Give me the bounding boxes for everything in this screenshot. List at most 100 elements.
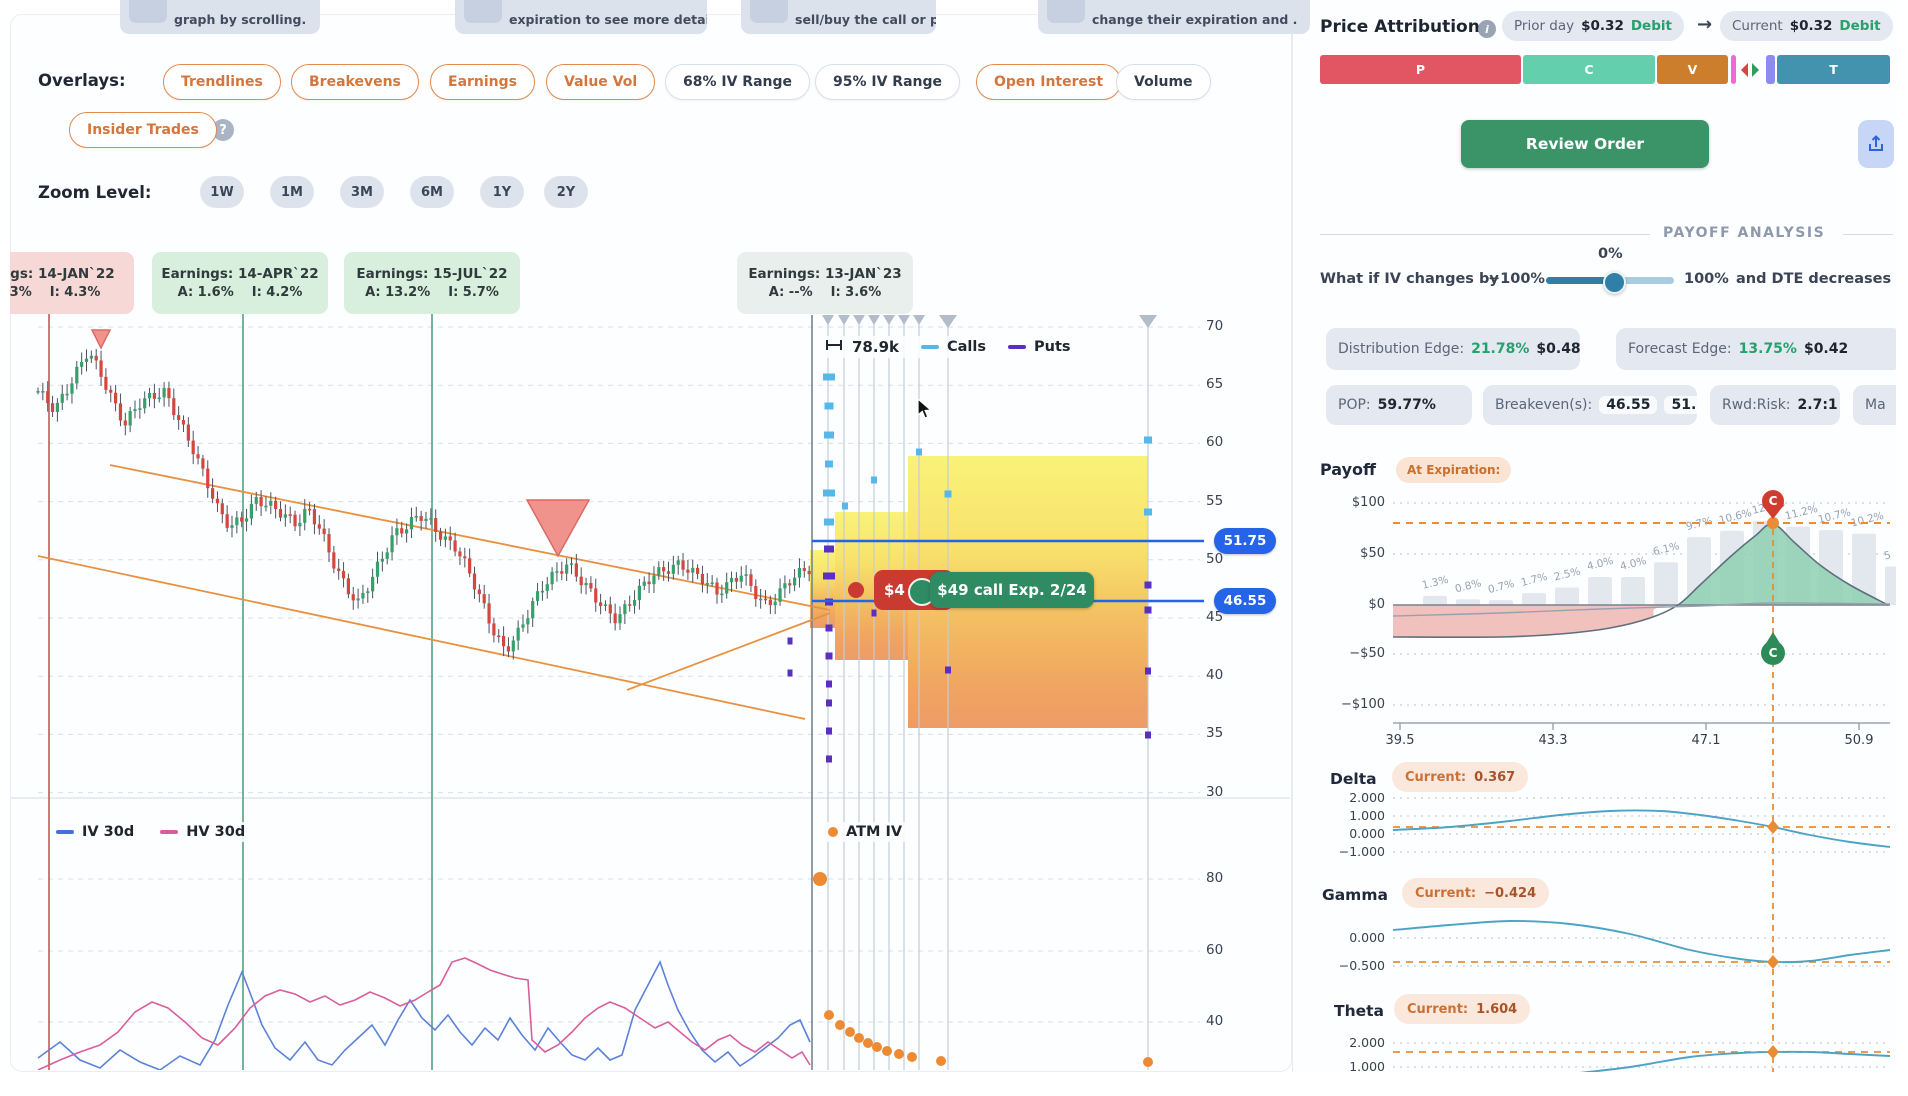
hv30d-label: HV 30d — [186, 824, 246, 840]
iv-slider-value: 0% — [1598, 246, 1623, 262]
zoom-button-2y[interactable]: 2Y — [544, 176, 588, 208]
iv-max-label: 100% — [1684, 271, 1729, 287]
iv-tick-label: 40 — [1206, 1013, 1224, 1029]
trade-tooltip[interactable]: $49 call Exp. 2/24 — [930, 572, 1094, 608]
greek-tick-delta: 1.000 — [1349, 808, 1385, 823]
share-button[interactable] — [1858, 120, 1894, 168]
overlay-button-68-iv-range[interactable]: 68% IV Range — [665, 64, 811, 100]
zoom-button-1y[interactable]: 1Y — [480, 176, 524, 208]
payoff-ytick: $0 — [1368, 597, 1385, 612]
stat-chip: Distribution Edge: 21.78% $0.48 — [1326, 328, 1580, 370]
zoom-button-3m[interactable]: 3M — [340, 176, 384, 208]
earnings-card: Earnings: 13-JAN`23 A: --% I: 3.6% — [737, 252, 913, 314]
iv-slider-thumb[interactable] — [1603, 271, 1626, 294]
attribution-segment-T: T — [1777, 55, 1890, 84]
overlay-button-insider-trades[interactable]: Insider Trades — [69, 112, 217, 148]
tooltip-icon — [464, 0, 502, 23]
payoff-xtick: 43.3 — [1538, 733, 1568, 748]
hv30d-swatch — [160, 830, 179, 834]
price-tick-label: 30 — [1206, 783, 1224, 800]
price-tick-label: 45 — [1206, 609, 1224, 625]
attribution-arrow: → — [1697, 14, 1713, 35]
attribution-segment-P: P — [1320, 55, 1521, 84]
tutorial-tooltip: sell/buy the call or put. — [741, 0, 936, 34]
review-order-button[interactable]: Review Order — [1461, 120, 1709, 168]
iv-hv-legend: IV 30d HV 30d — [50, 822, 252, 842]
price-tick-label: 35 — [1206, 725, 1224, 742]
zoom-level-label: Zoom Level: — [38, 183, 152, 202]
price-tick-label: 50 — [1206, 550, 1224, 567]
greek-tick-theta: 2.000 — [1349, 1035, 1385, 1050]
payoff-title: Payoff — [1320, 460, 1376, 479]
earnings-card: Earnings: 15-JUL`22 A: 13.2% I: 5.7% — [344, 252, 520, 314]
attribution-segment-sliver — [1766, 55, 1775, 84]
price-tick-label: 55 — [1206, 492, 1224, 509]
payoff-analysis-header: PAYOFF ANALYSIS — [1663, 225, 1826, 241]
trade-dot[interactable] — [848, 582, 864, 598]
current-label: Current — [1732, 18, 1783, 34]
tooltip-icon — [750, 0, 788, 23]
overlay-button-volume[interactable]: Volume — [1116, 64, 1211, 100]
stat-chip: Rwd:Risk: 2.7:1 — [1710, 385, 1840, 425]
earnings-date: Earnings: 13-JAN`23 — [748, 266, 902, 282]
price-tick-label: 60 — [1206, 434, 1224, 451]
price-tick-label: 70 — [1206, 318, 1224, 334]
overlay-button-earnings[interactable]: Earnings — [430, 64, 536, 100]
overlays-label: Overlays: — [38, 71, 126, 90]
overlay-button-trendlines[interactable]: Trendlines — [163, 64, 281, 100]
payoff-ytick: −$50 — [1349, 646, 1385, 661]
overlay-button-breakevens[interactable]: Breakevens — [291, 64, 419, 100]
greek-tick-theta: 1.000 — [1349, 1059, 1385, 1072]
greek-tick-delta: 0.000 — [1349, 826, 1385, 841]
zoom-button-1m[interactable]: 1M — [270, 176, 314, 208]
iv-tick-label: 80 — [1206, 870, 1224, 886]
price-tick-label: 65 — [1206, 376, 1224, 393]
at-expiration-pill: At Expiration: — [1396, 457, 1512, 483]
puts-legend-label: Puts — [1034, 339, 1071, 355]
strike-width-icon — [824, 339, 844, 355]
current-value: $0.32 — [1789, 18, 1833, 34]
dte-suffix-label: and DTE decreases b — [1736, 271, 1896, 287]
iv-whatif-label: What if IV changes by — [1320, 271, 1499, 287]
payoff-xtick: 39.5 — [1385, 733, 1415, 748]
prior-day-chip: Prior day $0.32 Debit — [1502, 11, 1684, 41]
puts-legend-swatch — [1008, 345, 1026, 349]
greek-label-delta: Delta — [1330, 770, 1377, 788]
atm-iv-legend: ATM IV — [822, 822, 909, 842]
earnings-card: Earnings: 14-JAN`22 A: 1.3%I: 4.3% — [10, 252, 134, 314]
greek-label-gamma: Gamma — [1322, 886, 1388, 904]
help-icon[interactable]: ? — [212, 119, 234, 141]
greek-tick-delta: 2.000 — [1349, 790, 1385, 805]
overlay-button-95-iv-range[interactable]: 95% IV Range — [815, 64, 961, 100]
earnings-date: Earnings: 14-APR`22 — [161, 266, 319, 282]
stat-chip: Ma — [1853, 385, 1896, 425]
info-icon[interactable]: i — [1478, 20, 1496, 38]
level-pill-46.55: 46.55 — [1214, 588, 1276, 614]
calls-legend-label: Calls — [947, 339, 986, 355]
open-interest-total: 78.9k — [852, 338, 899, 356]
mouse-cursor — [916, 397, 936, 424]
tutorial-tooltips: graph by scrolling. expiration to see mor… — [0, 0, 1908, 60]
payoff-xtick: 50.9 — [1844, 733, 1874, 748]
overlay-button-value-vol[interactable]: Value Vol — [546, 64, 656, 100]
attribution-segment-C: C — [1523, 55, 1655, 84]
zoom-button-6m[interactable]: 6M — [410, 176, 454, 208]
zoom-button-1w[interactable]: 1W — [200, 176, 244, 208]
earnings-moves: A: 1.6% I: 4.2% — [177, 285, 303, 300]
options-legend: 78.9k Calls Puts — [818, 336, 1077, 358]
overlay-button-open-interest[interactable]: Open Interest — [976, 64, 1122, 100]
atm-iv-label: ATM IV — [846, 824, 903, 840]
prior-day-label: Prior day — [1514, 18, 1575, 34]
attribution-arrows-icon — [1739, 57, 1761, 83]
greek-label-theta: Theta — [1334, 1002, 1384, 1020]
iv-tick-label: 60 — [1206, 942, 1224, 958]
prior-day-side: Debit — [1630, 18, 1672, 34]
payoff-xtick: 47.1 — [1691, 733, 1721, 748]
iv30d-label: IV 30d — [82, 824, 135, 840]
earnings-date: Earnings: 14-JAN`22 — [10, 266, 115, 282]
level-pill-51.75: 51.75 — [1214, 528, 1276, 554]
tooltip-icon — [129, 0, 167, 23]
chart-card: Overlays: ? Zoom Level: 78.9k Calls Puts… — [10, 14, 1290, 1070]
